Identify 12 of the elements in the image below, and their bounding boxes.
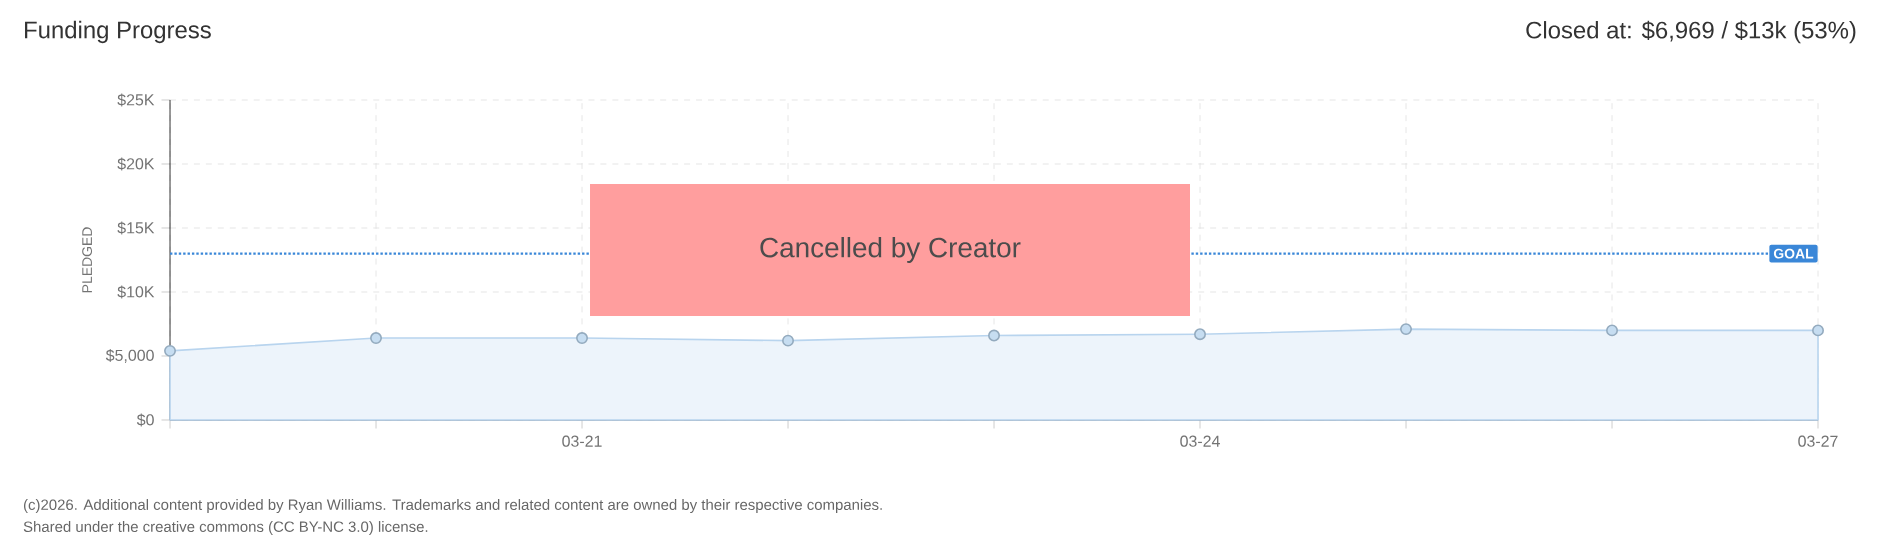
point [988,329,1000,342]
point [576,332,588,345]
chart-subtitle: Closed at: $6,969 / $13k (53%) [1526,20,1856,44]
point [164,345,176,358]
point [782,334,794,347]
point [370,332,382,345]
annotation: Cancelled by Creator [760,237,1021,264]
point [1606,324,1618,337]
point [1194,328,1206,341]
chart-title: Funding Progress [25,21,211,44]
point [1400,323,1412,336]
point [1812,324,1824,337]
